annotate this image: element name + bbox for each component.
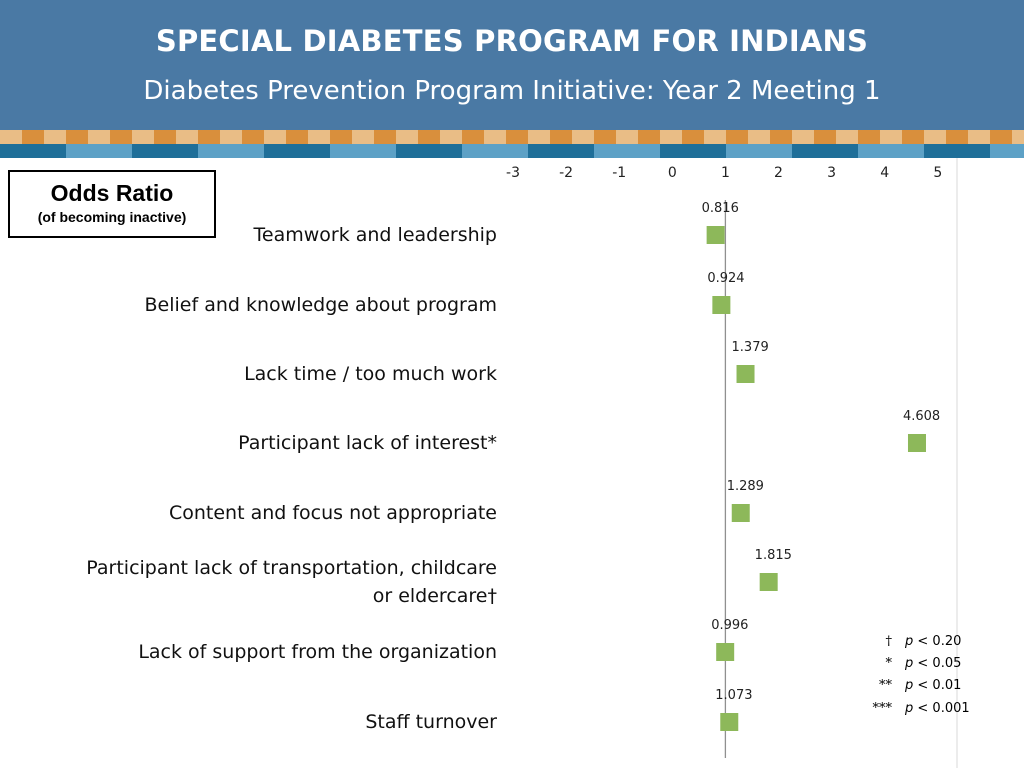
category-label: Participant lack of interest* xyxy=(238,432,497,454)
data-point xyxy=(706,226,725,244)
data-point xyxy=(712,296,731,314)
x-tick-label: -3 xyxy=(506,165,520,181)
data-point xyxy=(731,504,750,522)
category-label: Lack of support from the organization xyxy=(138,641,497,663)
category-label: Participant lack of transportation, chil… xyxy=(86,557,497,607)
category-label: Lack time / too much work xyxy=(244,363,497,385)
data-point xyxy=(716,643,735,661)
decorative-stripe-edge xyxy=(0,144,30,158)
significance-threshold: p < 0.20 xyxy=(905,634,962,649)
x-tick-label: 1 xyxy=(721,165,730,181)
x-tick-label: 0 xyxy=(668,165,677,181)
decorative-stripe-blue xyxy=(0,144,1024,158)
data-label: 4.608 xyxy=(903,409,940,424)
page-subtitle: Diabetes Prevention Program Initiative: … xyxy=(143,76,881,106)
significance-threshold: p < 0.001 xyxy=(905,701,970,716)
significance-threshold: p < 0.01 xyxy=(905,678,962,693)
odds-ratio-label-box: Odds Ratio (of becoming inactive) xyxy=(8,170,216,238)
significance-symbol: † xyxy=(885,634,893,649)
decorative-stripe-orange xyxy=(0,130,1024,144)
category-label: Teamwork and leadership xyxy=(253,224,497,246)
data-label: 1.289 xyxy=(727,479,764,494)
x-tick-label: 5 xyxy=(933,165,942,181)
category-label: Staff turnover xyxy=(365,711,497,733)
data-label: 1.815 xyxy=(755,548,792,563)
data-label: 0.816 xyxy=(702,201,739,216)
x-tick-label: 4 xyxy=(880,165,889,181)
x-tick-label: -1 xyxy=(612,165,626,181)
odds-ratio-subtitle: (of becoming inactive) xyxy=(37,209,187,225)
odds-ratio-title: Odds Ratio xyxy=(50,180,174,206)
data-point xyxy=(736,365,755,383)
page-title: SPECIAL DIABETES PROGRAM FOR INDIANS xyxy=(155,24,869,58)
data-label: 1.073 xyxy=(715,688,752,703)
data-label: 1.379 xyxy=(732,340,769,355)
category-label: Content and focus not appropriate xyxy=(168,502,497,524)
data-point xyxy=(907,434,926,452)
header-banner: SPECIAL DIABETES PROGRAM FOR INDIANS Dia… xyxy=(0,0,1024,130)
data-point xyxy=(759,573,778,591)
data-point xyxy=(720,713,739,731)
data-label: 0.924 xyxy=(707,271,744,286)
data-label: 0.996 xyxy=(711,618,748,633)
significance-symbol: * xyxy=(885,656,893,671)
significance-symbol: ** xyxy=(879,678,892,693)
x-tick-label: 3 xyxy=(827,165,836,181)
significance-symbol: *** xyxy=(872,701,893,716)
x-tick-label: -2 xyxy=(559,165,573,181)
x-tick-label: 2 xyxy=(774,165,783,181)
significance-threshold: p < 0.05 xyxy=(905,656,962,671)
category-label: Belief and knowledge about program xyxy=(144,294,497,316)
